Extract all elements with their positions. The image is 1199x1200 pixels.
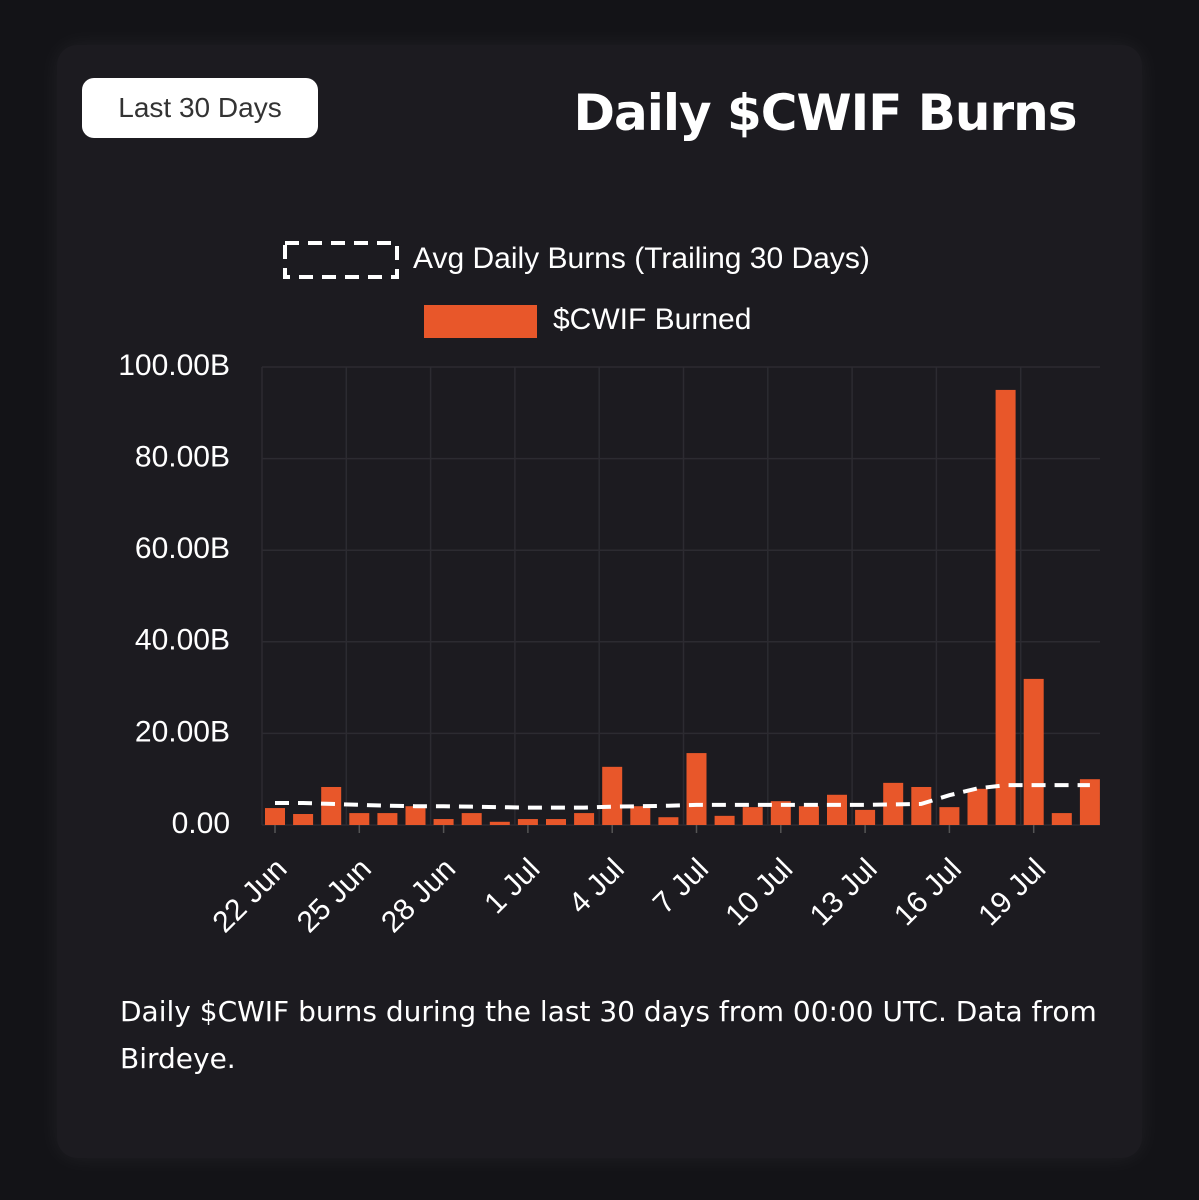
y-tick-label: 40.00B: [135, 624, 230, 657]
bar: [349, 813, 370, 825]
bar: [602, 766, 623, 825]
bar: [1079, 779, 1100, 825]
legend-swatch: [424, 305, 537, 338]
x-tick-label: 22 Jun: [207, 852, 294, 939]
x-tick-label: 16 Jul: [888, 852, 968, 932]
x-tick-label: 13 Jul: [804, 852, 884, 932]
bar: [405, 806, 426, 825]
x-tick-label: 1 Jul: [478, 852, 546, 920]
bar: [967, 788, 988, 825]
x-tick-label: 7 Jul: [647, 852, 715, 920]
bar: [433, 819, 454, 825]
bar: [714, 815, 735, 825]
legend-label: Avg Daily Burns (Trailing 30 Days): [413, 242, 870, 275]
x-tick-label: 19 Jul: [972, 852, 1052, 932]
range-button[interactable]: Last 30 Days: [82, 78, 318, 138]
chart-title: Daily $CWIF Burns: [573, 84, 1077, 142]
bar: [658, 817, 679, 825]
y-tick-label: 100.00B: [118, 349, 230, 382]
bar: [546, 819, 566, 825]
x-tick-label: 28 Jun: [375, 852, 462, 939]
x-tick-label: 4 Jul: [563, 852, 631, 920]
bar: [321, 786, 342, 825]
bar: [377, 813, 398, 825]
bar: [574, 813, 595, 825]
x-tick-label: 25 Jun: [291, 852, 378, 939]
bar: [1023, 678, 1044, 825]
y-tick-label: 60.00B: [135, 532, 230, 565]
bar: [855, 809, 876, 825]
y-tick-label: 20.00B: [135, 715, 230, 748]
legend-label: $CWIF Burned: [553, 303, 751, 336]
bar: [293, 814, 314, 825]
bar: [461, 813, 482, 825]
bar: [630, 806, 651, 825]
bar: [798, 806, 819, 825]
y-tick-label: 80.00B: [135, 441, 230, 474]
bar: [1051, 813, 1072, 825]
bar: [883, 782, 904, 825]
bar: [489, 821, 510, 825]
bar: [265, 808, 285, 825]
bar: [911, 786, 932, 825]
bar: [742, 807, 763, 825]
bar: [517, 819, 538, 825]
legend-swatch: [283, 241, 399, 279]
bar: [686, 753, 707, 825]
x-tick-label: 10 Jul: [719, 852, 799, 932]
bar: [770, 801, 791, 825]
bar: [827, 794, 847, 825]
bar: [995, 389, 1016, 825]
bar: [939, 807, 960, 825]
y-tick-label: 0.00: [172, 807, 230, 840]
caption: Daily $CWIF burns during the last 30 day…: [120, 995, 1097, 1075]
avg-line: [275, 783, 1090, 810]
